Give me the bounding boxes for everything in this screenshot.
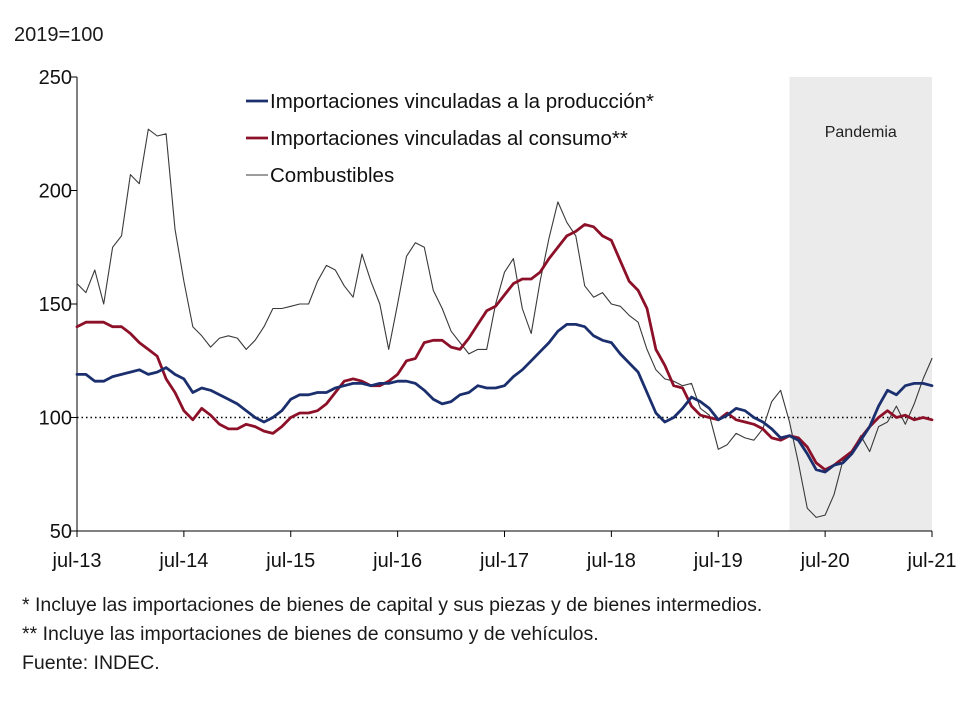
x-tick-label: jul-13 <box>52 550 102 572</box>
legend-label-0: Importaciones vinculadas a la producción… <box>270 90 654 113</box>
chart-series <box>75 128 934 518</box>
y-axis-unit-label: 2019=100 <box>14 24 104 46</box>
x-tick-label: jul-21 <box>907 550 957 572</box>
y-tick-label: 200 <box>39 181 72 203</box>
x-tick-label: jul-15 <box>265 550 315 572</box>
x-tick-label: jul-16 <box>372 550 422 572</box>
footnote-source: Fuente: INDEC. <box>22 652 160 674</box>
y-tick-label: 150 <box>39 294 72 316</box>
chart-legend: Importaciones vinculadas a la producción… <box>246 90 654 187</box>
x-tick-label: jul-19 <box>693 550 743 572</box>
x-tick-label: jul-17 <box>479 550 529 572</box>
series-line-2 <box>76 128 933 518</box>
chart-axes: 50 100 150 200 250 jul-13 jul-14 jul-15 jul-16 ju… <box>39 67 957 572</box>
y-tick-label: 100 <box>39 408 72 430</box>
footnotes: * Incluye las importaciones de bienes de… <box>22 591 762 678</box>
series-line-0 <box>75 323 934 474</box>
legend-label-1: Importaciones vinculadas al consumo** <box>270 127 628 150</box>
footnote-production: * Incluye las importaciones de bienes de… <box>22 594 763 616</box>
footnote-consumption: ** Incluye las importaciones de bienes d… <box>22 623 599 645</box>
x-tick-label: jul-14 <box>158 550 208 572</box>
y-tick-label: 50 <box>50 521 72 543</box>
x-tick-label: jul-20 <box>800 550 850 572</box>
legend-label-2: Combustibles <box>270 164 394 187</box>
x-tick-label: jul-18 <box>586 550 636 572</box>
y-tick-label: 250 <box>39 67 72 89</box>
pandemic-label: Pandemia <box>825 124 897 141</box>
